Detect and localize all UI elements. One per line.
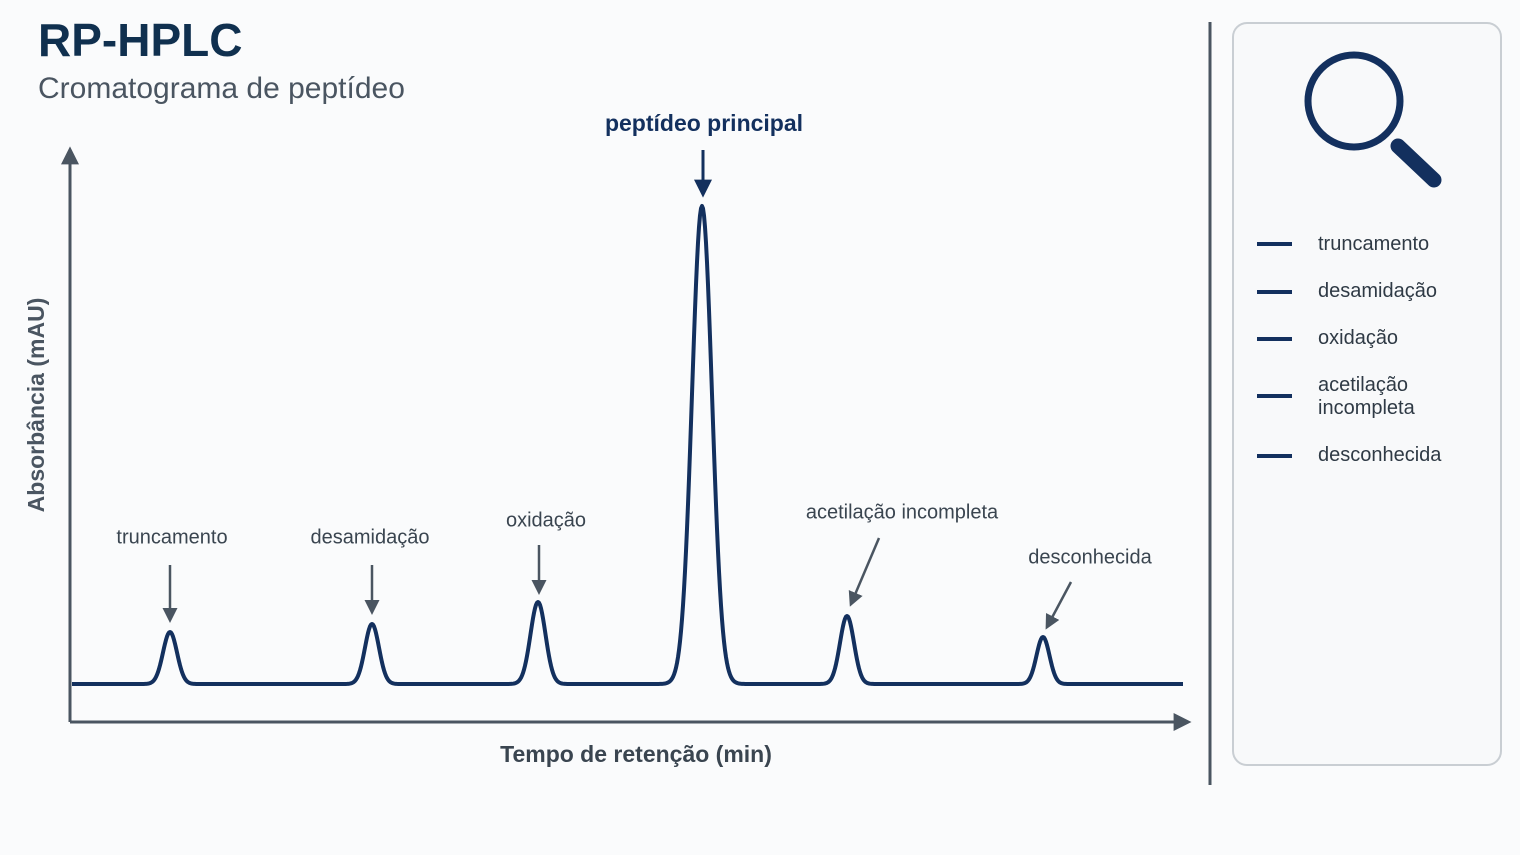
legend-label: desamidação	[1318, 280, 1437, 302]
legend-panel	[1232, 22, 1502, 766]
legend-label: truncamento	[1318, 233, 1430, 255]
main-peak-label: peptídeo principal	[605, 110, 803, 136]
peak-label: acetilação incompleta	[806, 501, 999, 523]
peak-arrow	[1045, 581, 1073, 630]
legend-label: acetilação incompleta	[1318, 374, 1415, 419]
peak-label: truncamento	[116, 526, 227, 548]
y-axis-label: Absorbância (mAU)	[23, 298, 49, 513]
peak-arrow	[848, 537, 881, 607]
peak-labels: truncamento desamidação oxidação acetilação…	[116, 501, 1153, 630]
legend-label: desconhecida	[1318, 444, 1442, 466]
peak-label: desconhecida	[1028, 546, 1152, 568]
magnifier-icon	[1304, 51, 1404, 151]
x-axis-label: Tempo de retenção (min)	[500, 741, 772, 767]
legend-label: oxidação	[1318, 327, 1399, 349]
title: RP-HPLC	[38, 14, 242, 66]
peak-label: oxidação	[506, 509, 586, 531]
chromatogram-trace	[71, 204, 1184, 686]
legend-lines	[1257, 242, 1292, 458]
peak-label: desamidação	[311, 526, 430, 548]
subtitle: Cromatograma de peptídeo	[38, 72, 405, 105]
magnifier-handle	[1390, 138, 1442, 188]
